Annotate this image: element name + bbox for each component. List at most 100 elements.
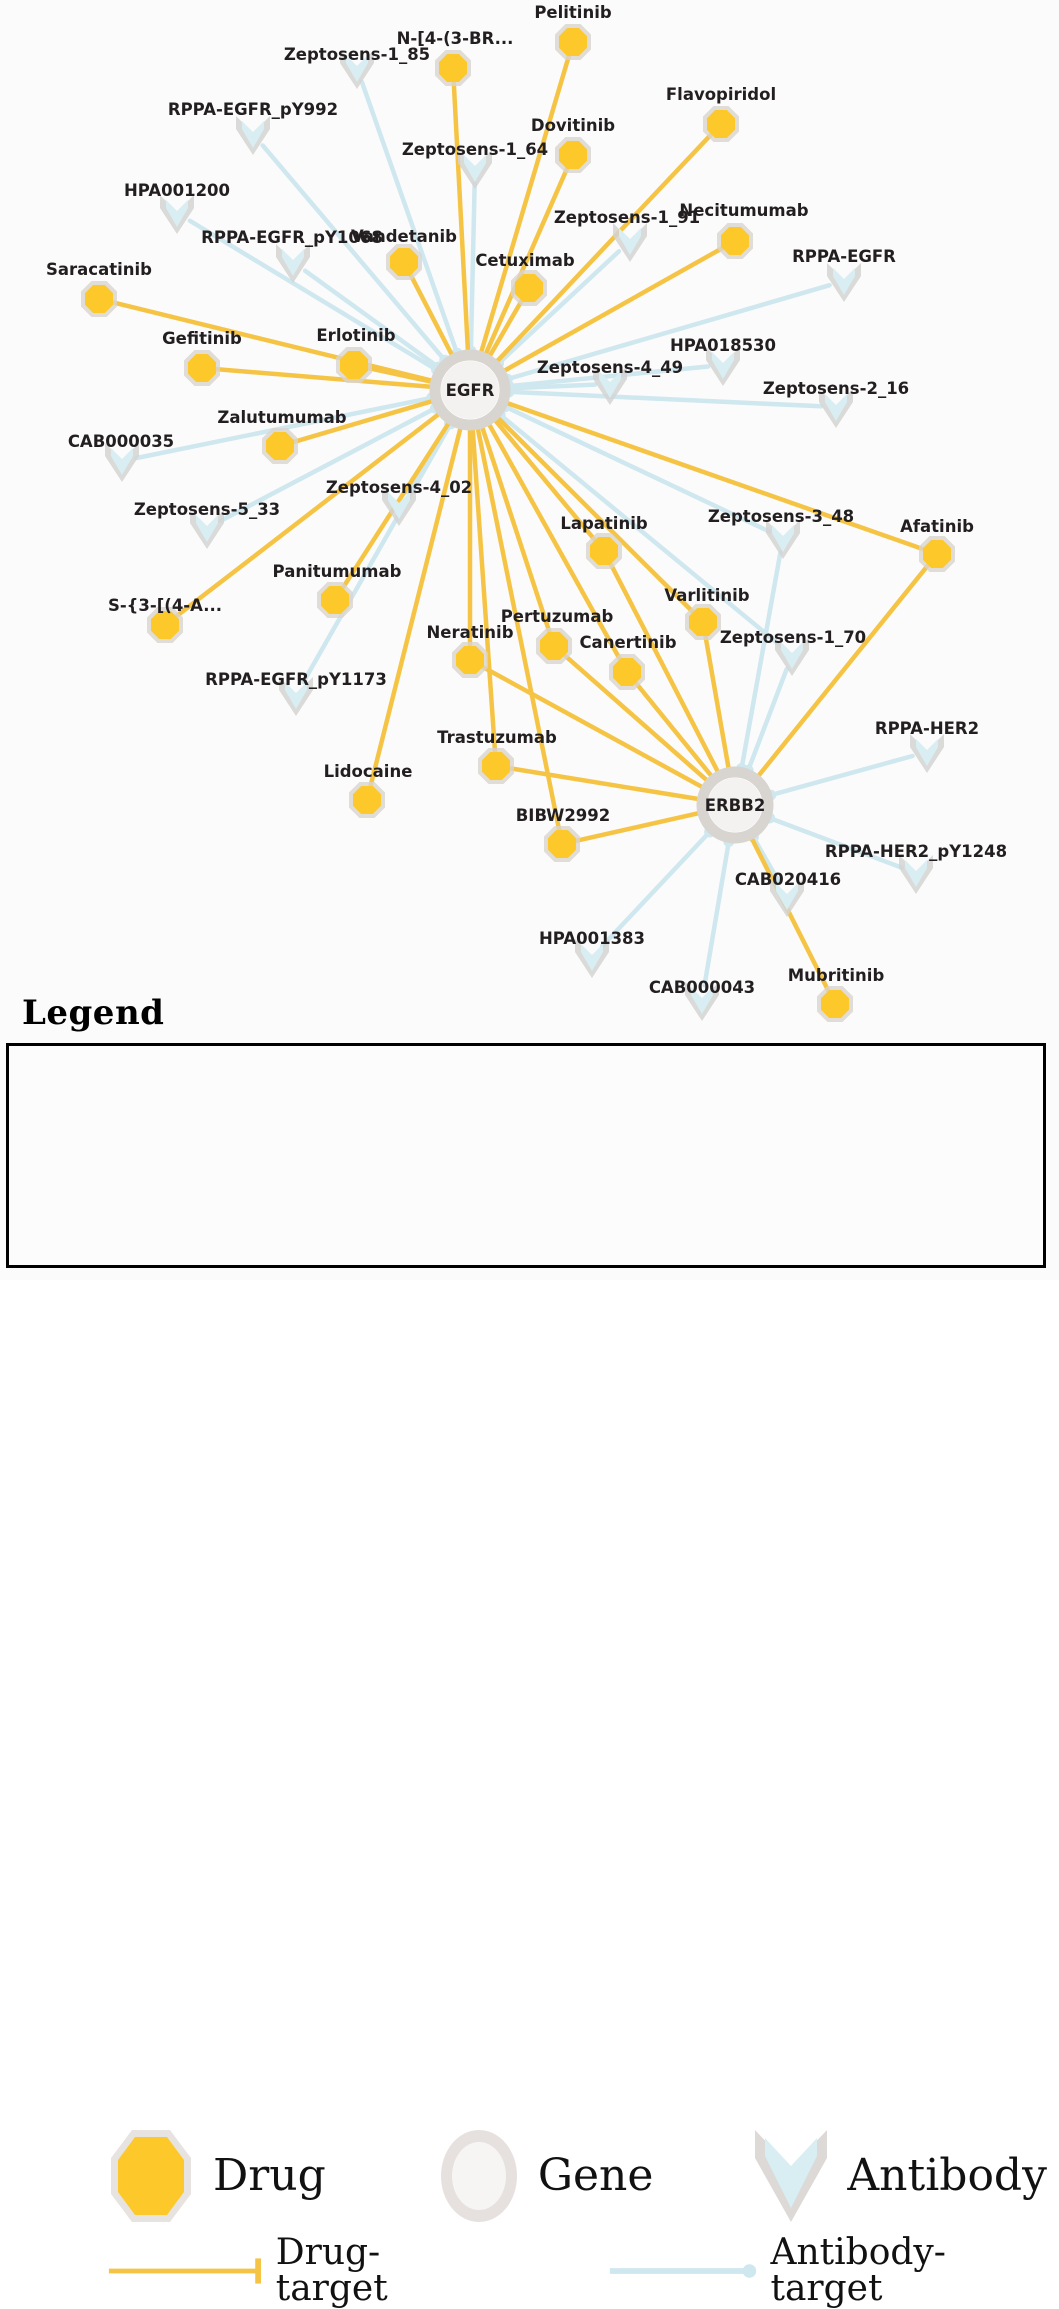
drug-edge <box>365 365 438 385</box>
antibody-node[interactable] <box>236 116 270 155</box>
drug-edge <box>507 766 704 802</box>
drug-node[interactable] <box>703 106 739 142</box>
antibody-node-label: Zeptosens-5_33 <box>134 500 280 519</box>
antibody-node[interactable] <box>613 223 647 262</box>
ring-icon <box>440 2130 517 2222</box>
drug-node[interactable] <box>717 223 753 259</box>
drug-node-label: S-{3-[(4-A... <box>108 596 222 615</box>
drug-node-label: Pelitinib <box>534 3 612 22</box>
antibody-node[interactable] <box>910 734 944 773</box>
drug-node[interactable] <box>817 986 853 1022</box>
drug-edge <box>703 633 732 774</box>
antibody-node[interactable] <box>899 855 933 894</box>
octagon-icon <box>548 830 576 858</box>
legend-item-antibody-target: Antibody-target <box>606 2235 1050 2307</box>
drug-edge <box>451 79 471 357</box>
antibody-node[interactable] <box>575 939 609 978</box>
antibody-edge <box>600 827 714 949</box>
chevron-icon <box>464 155 486 182</box>
drug-node-label: BIBW2992 <box>516 806 611 825</box>
antibody-node[interactable] <box>593 366 627 405</box>
drug-node[interactable] <box>452 642 488 678</box>
antibody-node-label: CAB000035 <box>68 432 174 451</box>
antibody-node[interactable] <box>279 677 313 716</box>
antibody-node[interactable] <box>685 982 719 1021</box>
antibody-node[interactable] <box>827 263 861 302</box>
chevron-icon <box>599 371 621 398</box>
drug-node[interactable] <box>586 533 622 569</box>
antibody-node[interactable] <box>340 50 374 89</box>
drug-node[interactable] <box>544 826 580 862</box>
gene-node[interactable] <box>429 349 511 431</box>
legend-edge-row: Drug-target Antibody-target <box>9 2235 1049 2307</box>
antibody-edge <box>187 218 442 374</box>
drug-node[interactable] <box>336 347 372 383</box>
drug-node[interactable] <box>536 628 572 664</box>
drug-node[interactable] <box>386 244 422 280</box>
antibody-node[interactable] <box>458 150 492 189</box>
antibody-node[interactable] <box>382 487 416 526</box>
octagon-icon <box>266 432 294 460</box>
octagon-icon <box>821 990 849 1018</box>
drug-node-layer <box>81 24 955 1022</box>
drug-node-label: Vandetanib <box>351 227 457 246</box>
drug-node[interactable] <box>555 137 591 173</box>
drug-node[interactable] <box>349 782 385 818</box>
drug-node-label: N-[4-(3-BR... <box>397 29 514 48</box>
drug-edge <box>470 423 498 755</box>
drug-node[interactable] <box>685 604 721 640</box>
drug-edge <box>408 272 456 361</box>
drug-node-label: Flavopiridol <box>666 85 776 104</box>
antibody-node[interactable] <box>706 347 740 386</box>
octagon-icon <box>515 274 543 302</box>
antibody-edge <box>702 836 732 988</box>
antibody-edge <box>738 550 783 774</box>
drug-node[interactable] <box>262 428 298 464</box>
legend-item-gene: Gene <box>436 2124 653 2228</box>
drug-node[interactable] <box>609 654 645 690</box>
antibody-node[interactable] <box>766 520 800 559</box>
drug-node[interactable] <box>919 536 955 572</box>
drug-node-label: Necitumumab <box>679 201 808 220</box>
drug-edge <box>633 680 716 781</box>
antibody-node[interactable] <box>770 878 804 917</box>
antibody-node-layer <box>105 50 944 1021</box>
antibody-node-label: HPA001200 <box>124 181 230 200</box>
drug-edge <box>291 397 438 445</box>
chevron-icon <box>755 2130 828 2222</box>
octagon-icon <box>721 227 749 255</box>
drug-edge <box>748 833 831 994</box>
antibody-node[interactable] <box>190 510 224 549</box>
drug-node-label: Dovitinib <box>531 116 615 135</box>
legend-item-antibody: Antibody <box>749 2124 1047 2228</box>
antibody-node[interactable] <box>819 389 853 428</box>
drug-node-label: Canertinib <box>579 633 676 652</box>
gene-node[interactable] <box>696 766 774 844</box>
drug-node[interactable] <box>317 582 353 618</box>
legend-item-drug: Drug <box>105 2124 326 2228</box>
drug-node-label: Lidocaine <box>324 762 413 781</box>
antibody-edge <box>503 389 824 409</box>
legend-label-drug-target: Drug-target <box>275 2232 388 2309</box>
chevron-icon <box>166 200 188 227</box>
drug-node[interactable] <box>147 607 183 643</box>
drug-node[interactable] <box>184 350 220 386</box>
antibody-edge <box>749 832 782 886</box>
drug-node[interactable] <box>435 50 471 86</box>
network-canvas: Zeptosens-1_85 RPPA-EGFR_pY992 HPA001200 Ze… <box>46 3 1007 1022</box>
octagon-icon <box>482 752 510 780</box>
antibody-edge <box>301 419 455 685</box>
antibody-node[interactable] <box>775 637 809 676</box>
antibody-node-label: RPPA-HER2_pY1248 <box>825 842 1007 861</box>
antibody-node-label: Zeptosens-4_02 <box>326 478 472 497</box>
drug-node[interactable] <box>478 748 514 784</box>
drug-node[interactable] <box>511 270 547 306</box>
drug-node[interactable] <box>555 24 591 60</box>
drug-node[interactable] <box>81 281 117 317</box>
antibody-node[interactable] <box>105 443 139 482</box>
antibody-node[interactable] <box>160 195 194 234</box>
drug-node-label: Neratinib <box>426 623 513 642</box>
antibody-node[interactable] <box>276 244 310 283</box>
drug-node-label: Saracatinib <box>46 260 152 279</box>
chevron-icon <box>285 682 307 709</box>
